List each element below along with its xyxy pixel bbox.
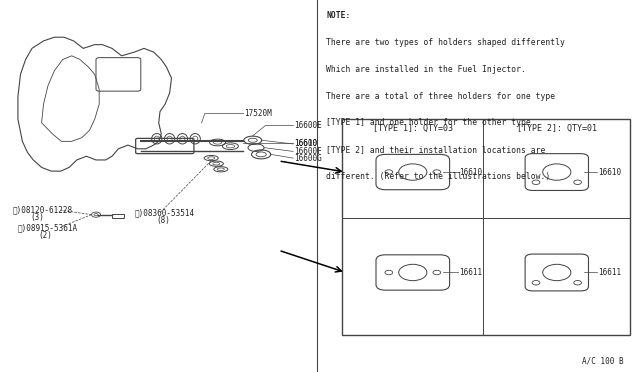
Text: 17520M: 17520M	[244, 109, 272, 118]
Text: 16611: 16611	[460, 268, 483, 277]
Text: [TYPE 2] and their installation locations are: [TYPE 2] and their installation location…	[326, 145, 546, 154]
Text: There are a total of three holders for one type: There are a total of three holders for o…	[326, 92, 556, 100]
Text: 16610: 16610	[598, 167, 621, 177]
Text: Which are installed in the Fuel Injector.: Which are installed in the Fuel Injector…	[326, 65, 526, 74]
Bar	[342, 119, 630, 335]
Text: Ⓦ)08915-5361A: Ⓦ)08915-5361A	[18, 223, 78, 232]
Text: There are two types of holders shaped differently: There are two types of holders shaped di…	[326, 38, 565, 47]
Text: 16600E: 16600E	[294, 121, 322, 130]
Text: Ⓑ)08120-61228: Ⓑ)08120-61228	[13, 206, 73, 215]
Text: 16610: 16610	[294, 140, 317, 148]
Text: 16600: 16600	[294, 139, 317, 148]
Text: [TYPE 1] and one holder for the other type: [TYPE 1] and one holder for the other ty…	[326, 118, 531, 127]
Bar	[112, 214, 124, 218]
Text: NOTE:: NOTE:	[326, 11, 351, 20]
Text: 16611: 16611	[598, 268, 621, 277]
Text: A/C 100 B: A/C 100 B	[582, 356, 624, 365]
Text: 16610: 16610	[460, 167, 483, 177]
Text: (2): (2)	[38, 231, 52, 240]
Text: 16600G: 16600G	[294, 154, 322, 163]
Text: 16600F: 16600F	[294, 147, 322, 156]
Text: Ⓢ)08360-53514: Ⓢ)08360-53514	[134, 209, 195, 218]
Text: different. (Refer to the illustrations below.): different. (Refer to the illustrations b…	[326, 172, 550, 181]
Text: [TYPE 2]: QTY=01: [TYPE 2]: QTY=01	[517, 124, 596, 133]
Text: (3): (3)	[31, 213, 45, 222]
Text: [TYPE 1]: QTY=03: [TYPE 1]: QTY=03	[372, 124, 453, 133]
Text: (8): (8)	[157, 216, 171, 225]
